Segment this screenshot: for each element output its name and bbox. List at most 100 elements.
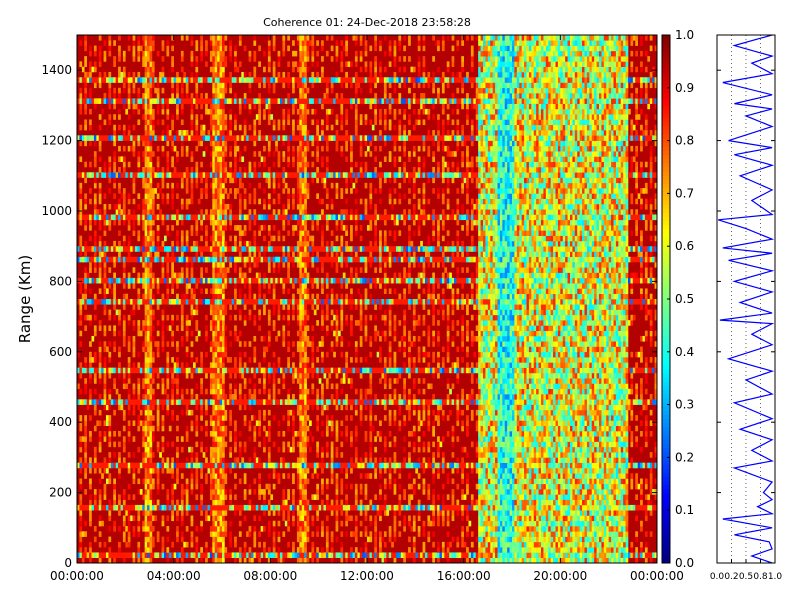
heatmap-cell <box>166 193 170 199</box>
heatmap-cell <box>147 520 150 527</box>
heatmap-cell <box>127 531 131 537</box>
heatmap-cell <box>84 45 87 52</box>
heatmap-cell <box>147 457 150 463</box>
heatmap-cell <box>299 372 303 379</box>
heatmap-cell <box>270 504 274 511</box>
heatmap-cell <box>147 145 150 152</box>
heatmap-cell <box>229 388 232 395</box>
heatmap-cell <box>118 98 121 104</box>
heatmap-cell <box>316 251 319 258</box>
heatmap-cell <box>222 262 225 268</box>
heatmap-cell <box>301 188 305 194</box>
heatmap-cell <box>127 504 131 511</box>
heatmap-cell <box>236 145 240 152</box>
heatmap-cell <box>176 98 179 104</box>
heatmap-cell <box>149 462 153 469</box>
heatmap-cell <box>205 40 208 46</box>
heatmap-cell <box>171 335 174 342</box>
heatmap-cell <box>275 277 278 284</box>
heatmap-cell <box>185 399 189 405</box>
heatmap-cell <box>137 531 141 537</box>
heatmap-cell <box>318 214 322 221</box>
heatmap-cell <box>205 510 208 516</box>
heatmap-cell <box>84 367 87 374</box>
heatmap-cell <box>200 124 203 131</box>
heatmap-cell <box>282 378 286 384</box>
heatmap-cell <box>325 214 329 221</box>
heatmap-cell <box>171 140 174 147</box>
heatmap-cell <box>299 441 303 448</box>
heatmap-cell <box>222 351 225 358</box>
heatmap-cell <box>209 304 213 310</box>
heatmap-cell <box>144 325 148 331</box>
heatmap-cell <box>299 367 303 374</box>
heatmap-cell <box>311 462 315 469</box>
heatmap-cell <box>222 536 225 543</box>
heatmap-cell <box>294 214 298 221</box>
heatmap-cell <box>214 156 218 163</box>
heatmap-cell <box>180 510 184 516</box>
heatmap-cell <box>267 330 271 337</box>
heatmap-cell <box>183 214 187 221</box>
heatmap-cell <box>292 473 295 479</box>
heatmap-cell <box>86 172 90 178</box>
heatmap-cell <box>212 409 216 416</box>
heatmap-cell <box>260 367 264 374</box>
heatmap-cell <box>325 536 329 543</box>
heatmap-cell <box>277 446 281 453</box>
heatmap-cell <box>161 151 165 157</box>
heatmap-cell <box>253 35 257 41</box>
heatmap-cell <box>171 541 174 548</box>
heatmap-cell <box>147 489 150 495</box>
heatmap-cell <box>122 425 126 432</box>
heatmap-cell <box>197 135 201 141</box>
heatmap-cell <box>212 494 216 500</box>
heatmap-cell <box>156 399 160 405</box>
heatmap-cell <box>110 277 114 284</box>
heatmap-cell <box>180 341 184 347</box>
heatmap-cell <box>166 299 170 305</box>
heatmap-cell <box>144 98 148 104</box>
heatmap-cell <box>79 531 83 537</box>
heatmap-cell <box>159 299 162 305</box>
heatmap-cell <box>238 235 242 242</box>
heatmap-cell <box>238 394 242 400</box>
heatmap-cell <box>168 130 172 136</box>
heatmap-cell <box>103 283 107 289</box>
heatmap-cell <box>219 520 223 527</box>
heatmap-cell <box>147 87 150 94</box>
heatmap-cell <box>183 77 187 83</box>
heatmap-cell <box>185 330 189 337</box>
heatmap-cell <box>229 188 232 194</box>
heatmap-cell <box>214 314 218 321</box>
heatmap-cell <box>195 404 199 411</box>
heatmap-cell <box>113 156 116 163</box>
heatmap-cell <box>299 536 303 543</box>
heatmap-cell <box>287 494 290 500</box>
heatmap-cell <box>282 50 286 57</box>
heatmap-cell <box>149 82 153 89</box>
heatmap-cell <box>113 293 116 300</box>
heatmap-cell <box>89 87 92 94</box>
heatmap-cell <box>135 246 138 252</box>
heatmap-cell <box>132 172 136 178</box>
heatmap-cell <box>299 225 303 231</box>
heatmap-cell <box>219 346 223 353</box>
heatmap-cell <box>207 172 211 178</box>
heatmap-cell <box>219 135 223 141</box>
heatmap-cell <box>147 325 150 331</box>
heatmap-cell <box>277 462 281 469</box>
heatmap-cell <box>214 415 218 421</box>
heatmap-cell <box>127 45 131 52</box>
heatmap-cell <box>161 436 165 442</box>
heatmap-cell <box>93 193 97 199</box>
heatmap-cell <box>316 177 319 184</box>
heatmap-cell <box>166 409 170 416</box>
heatmap-cell <box>79 256 83 263</box>
heatmap-cell <box>96 399 100 405</box>
heatmap-cell <box>79 388 83 395</box>
heatmap-cell <box>144 219 148 226</box>
heatmap-cell <box>144 388 148 395</box>
heatmap-cell <box>304 172 307 178</box>
heatmap-cell <box>224 272 228 279</box>
